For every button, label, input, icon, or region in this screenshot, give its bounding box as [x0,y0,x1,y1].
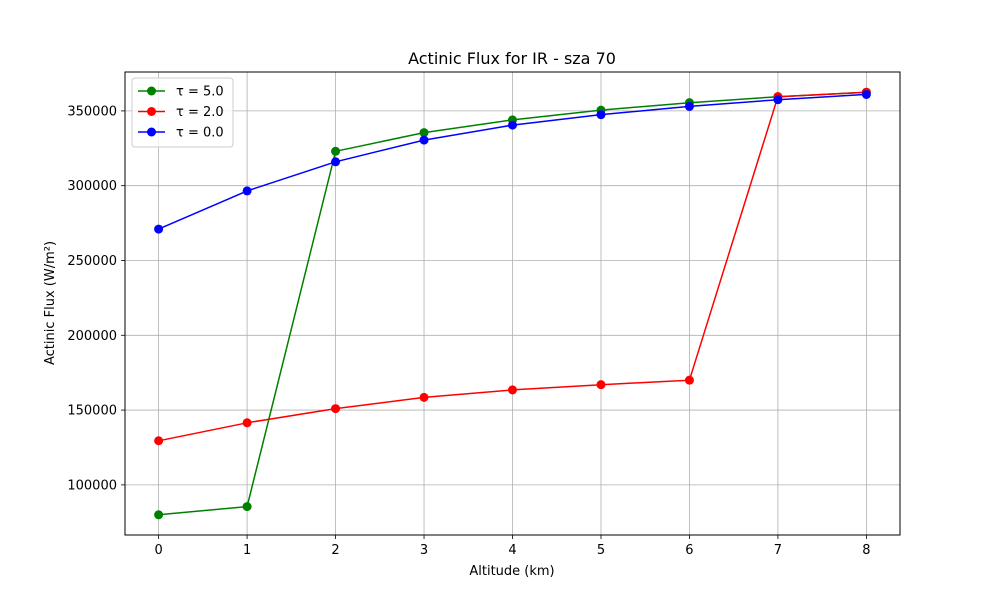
data-point [596,110,606,120]
legend-label: τ = 2.0 [176,105,224,120]
data-point [419,392,429,402]
data-point [242,186,252,196]
data-point [242,502,252,512]
data-point [861,89,871,99]
x-tick-label: 8 [862,543,870,558]
y-axis-label: Actinic Flux (W/m²) [43,241,58,365]
series-2 [154,89,871,234]
data-point [154,436,164,446]
y-axis-ticks: 100000 150000 200000 250000 300000 350000 [67,104,125,493]
legend-marker [147,86,156,96]
data-point [331,404,341,414]
data-point [596,380,606,390]
y-tick-label: 300000 [67,179,117,194]
data-point [684,101,694,111]
legend: τ = 5.0 τ = 2.0 τ = 0.0 [131,77,234,148]
y-tick-label: 350000 [67,104,117,119]
x-axis-label: Altitude (km) [469,564,554,579]
legend-marker [147,107,156,116]
legend-label: τ = 5.0 [176,85,224,100]
y-tick-label: 100000 [67,478,117,493]
x-tick-label: 6 [685,543,693,558]
x-tick-label: 7 [774,543,782,558]
data-point [331,157,341,167]
data-point [154,510,164,520]
x-tick-label: 5 [597,543,605,558]
data-point [508,385,517,395]
data-point [508,120,517,130]
data-point [331,146,341,156]
y-tick-label: 250000 [67,254,117,269]
y-tick-label: 150000 [67,404,117,419]
data-point [154,224,164,234]
data-point [242,418,252,428]
data-point [419,135,429,145]
legend-label: τ = 0.0 [176,126,224,141]
series-layer [154,87,871,520]
data-point [684,375,694,385]
data-point [419,128,429,138]
x-tick-label: 4 [508,543,516,558]
x-tick-label: 1 [243,543,251,558]
chart-title: Actinic Flux for IR - sza 70 [408,49,616,68]
x-tick-label: 3 [420,543,428,558]
x-tick-label: 2 [331,543,339,558]
x-axis-ticks: 0 1 2 3 4 5 6 7 8 [154,535,871,558]
data-point [773,95,783,105]
x-tick-label: 0 [154,543,162,558]
legend-box [131,77,234,148]
y-tick-label: 200000 [67,329,117,344]
legend-marker [147,127,156,137]
